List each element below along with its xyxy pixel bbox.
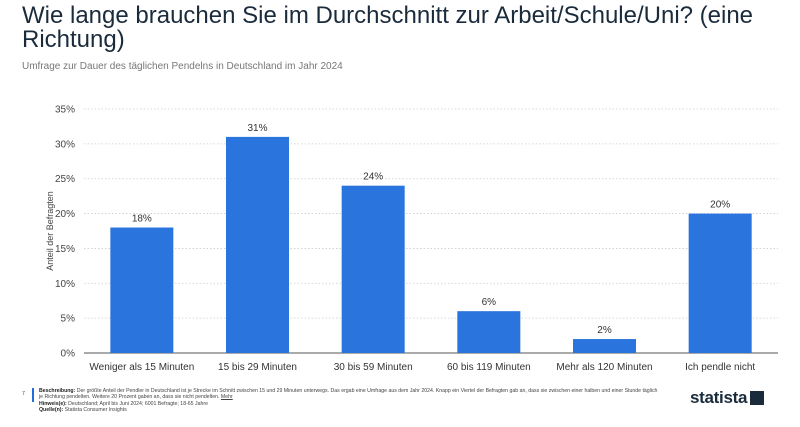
data-label: 31% (247, 123, 267, 134)
bar (573, 339, 636, 353)
y-tick-label: 25% (55, 174, 75, 185)
y-tick-label: 10% (55, 279, 75, 290)
bars: 18% 31% 24% 6% 2% 20% (110, 123, 752, 353)
description-text: Der größte Anteil der Pendler in Deutsch… (39, 388, 658, 401)
logo-text: statista (690, 388, 748, 407)
more-link[interactable]: Mehr (220, 394, 233, 401)
bar (226, 136, 289, 353)
x-tick-label: Mehr als 120 Minuten (556, 362, 652, 373)
source-text: Statista Consumer Insights (64, 407, 127, 414)
chart-title: Wie lange brauchen Sie im Durchschnitt z… (22, 2, 754, 53)
bar-chart: 0% 5% 10% 15% 20% 25% 30% 35% Anteil der Befrag… (45, 105, 778, 373)
x-tick-label: Ich pendle nicht (685, 362, 755, 373)
page-number: 7 (22, 391, 25, 397)
notes-label: Hinweis(e): (39, 400, 67, 407)
bar (341, 185, 405, 353)
notes-text: Deutschland; April bis Juni 2024; 6001 B… (68, 400, 208, 407)
source-label: Quelle(n): (39, 407, 64, 414)
data-label: 2% (597, 325, 612, 336)
x-axis-ticks: Weniger als 15 Minuten 15 bis 29 Minuten 3… (89, 362, 755, 373)
chart-subtitle: Umfrage zur Dauer des täglichen Pendelns… (22, 61, 343, 72)
x-tick-label: 60 bis 119 Minuten (447, 362, 531, 373)
x-tick-label: 30 bis 59 Minuten (334, 362, 413, 373)
y-axis-label: Anteil der Befragten (45, 191, 55, 271)
bar (110, 227, 174, 353)
y-tick-label: 35% (55, 105, 75, 116)
y-tick-label: 5% (61, 314, 76, 325)
data-label: 18% (132, 214, 152, 225)
y-tick-label: 20% (55, 209, 75, 220)
y-tick-label: 0% (61, 349, 76, 360)
bar (457, 311, 521, 353)
gridlines (84, 108, 778, 354)
logo-mark-icon (750, 391, 765, 405)
x-tick-label: Weniger als 15 Minuten (89, 362, 194, 373)
data-label: 20% (710, 200, 730, 211)
bar (688, 213, 752, 353)
y-axis-ticks: 0% 5% 10% 15% 20% 25% 30% 35% (55, 105, 75, 360)
statista-logo[interactable]: statista (690, 388, 765, 408)
footer-accent (32, 388, 34, 402)
data-label: 24% (363, 172, 383, 183)
data-label: 6% (482, 297, 497, 308)
y-tick-label: 30% (55, 139, 75, 150)
y-tick-label: 15% (55, 244, 75, 255)
description-label: Beschreibung: (39, 388, 76, 394)
x-tick-label: 15 bis 29 Minuten (218, 362, 297, 373)
